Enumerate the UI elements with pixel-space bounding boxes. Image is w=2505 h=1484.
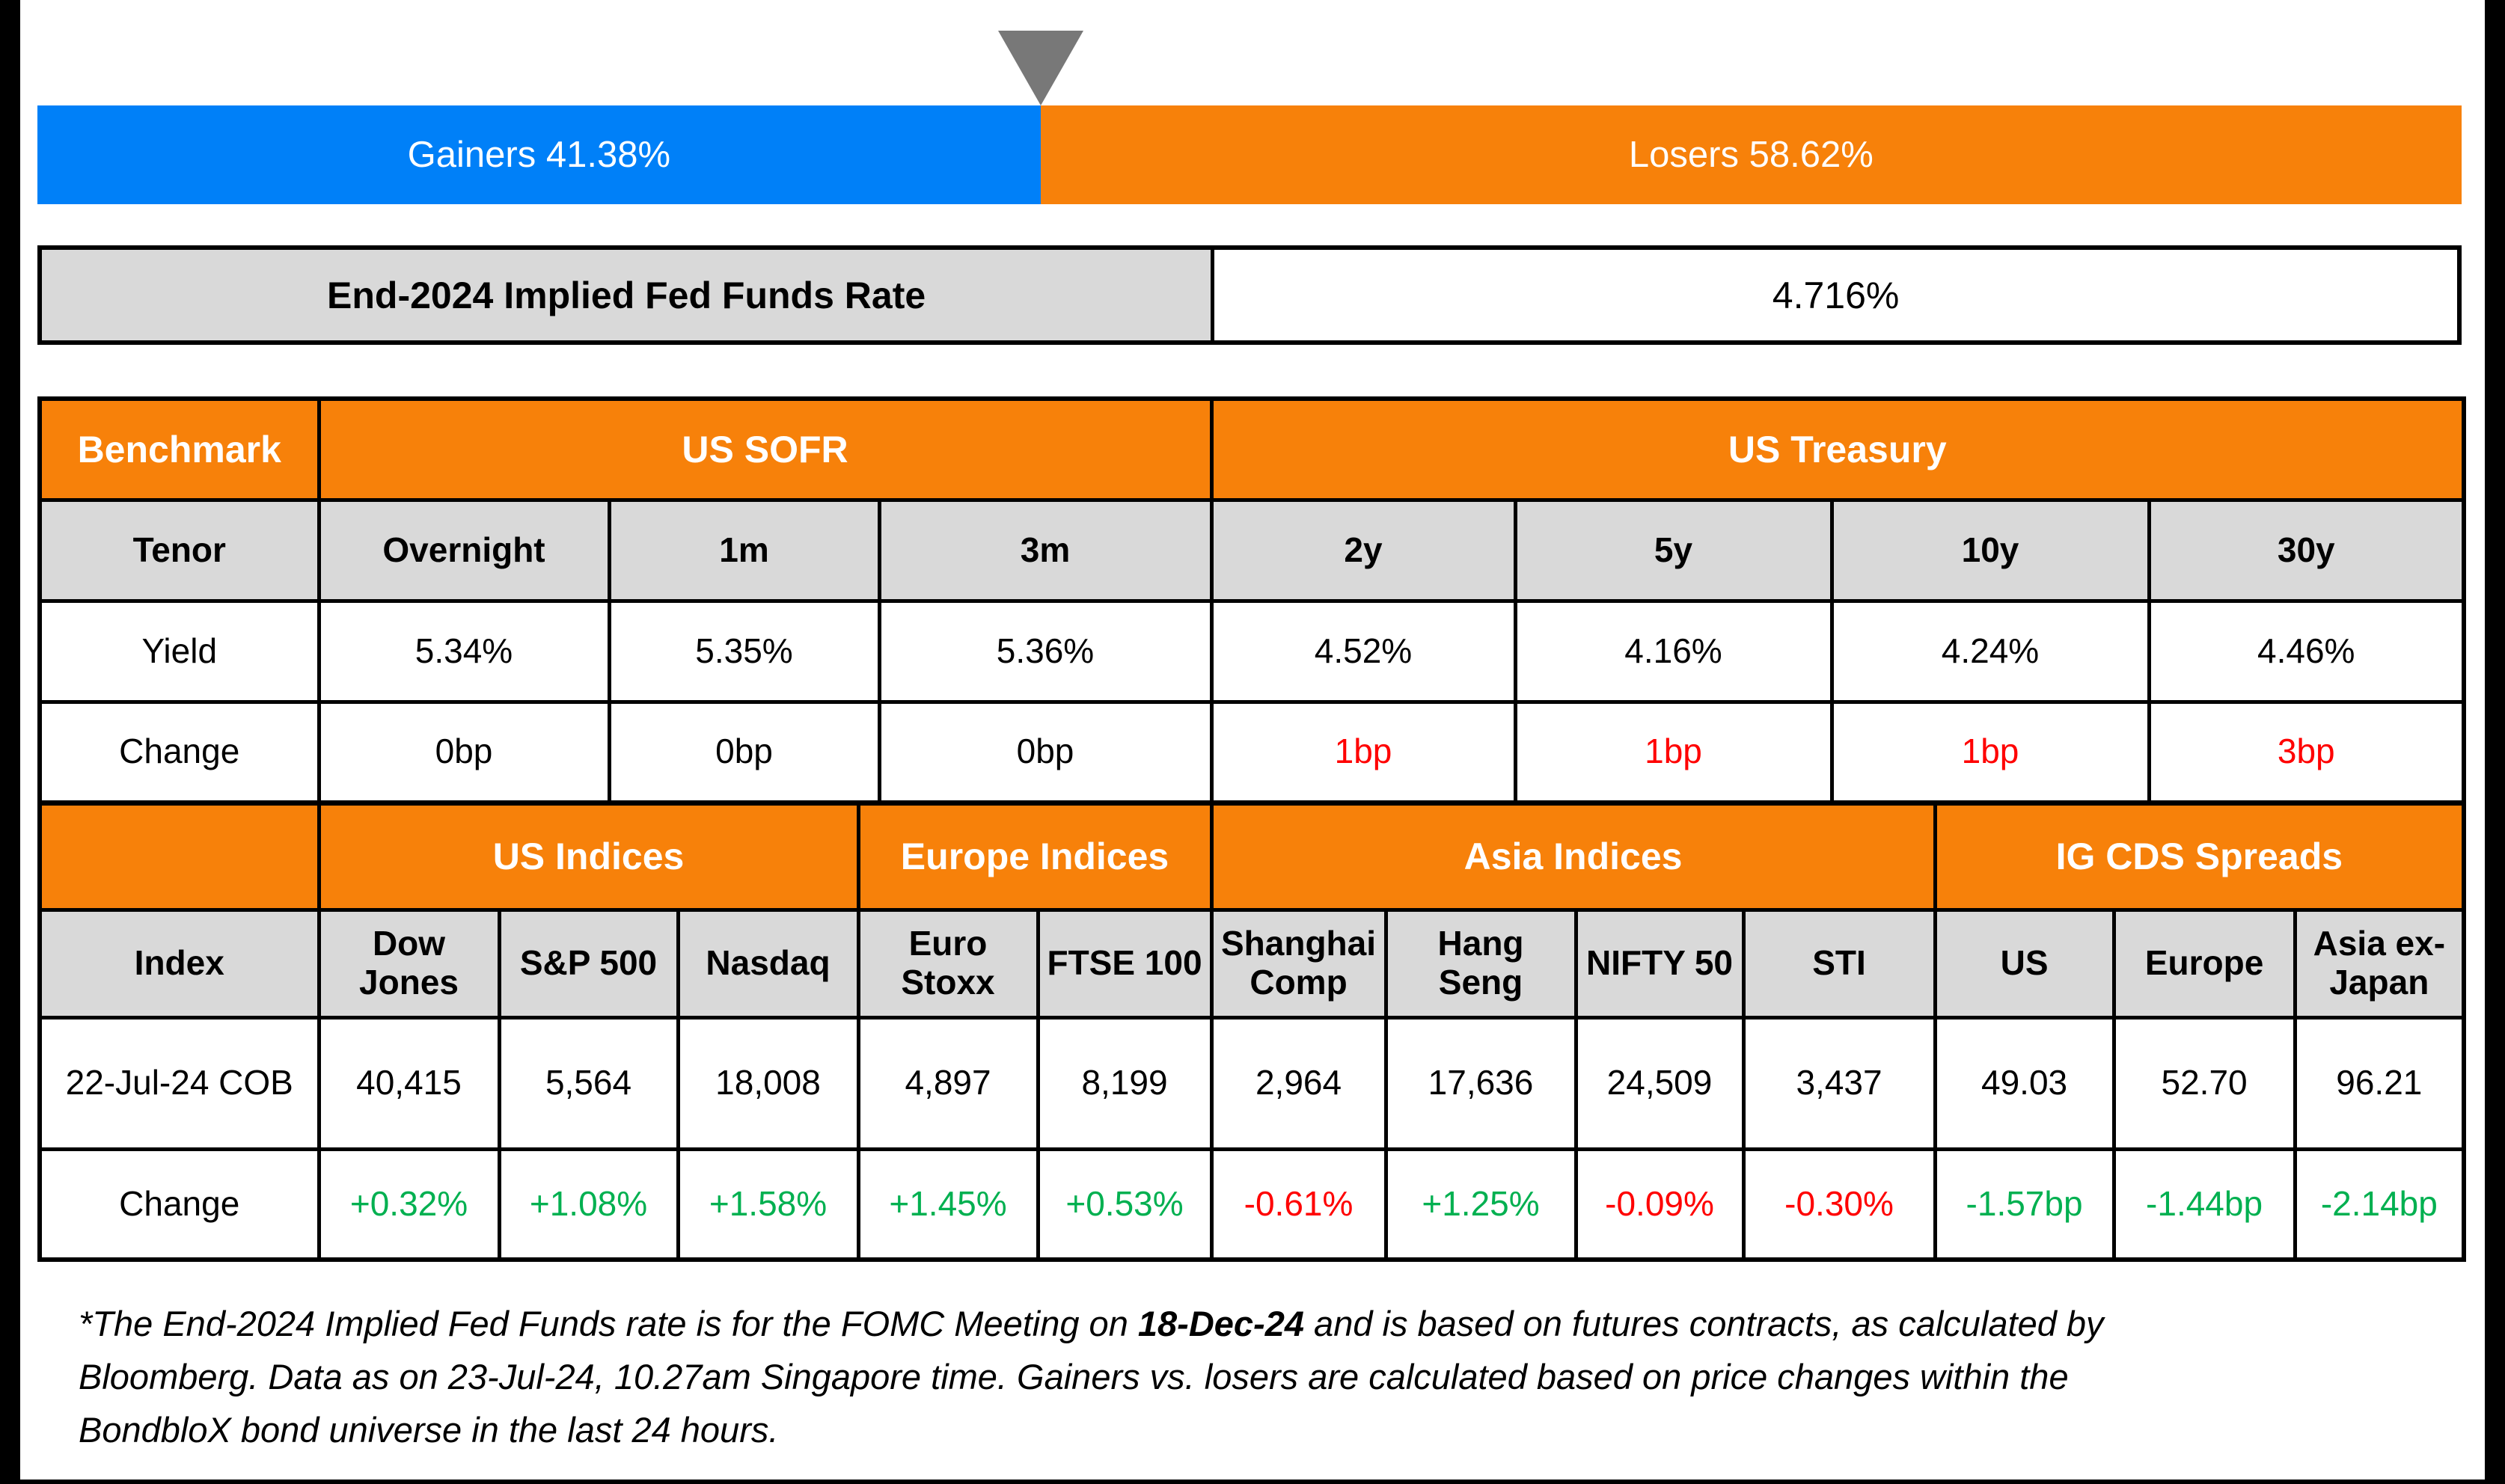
- gainers-segment: Gainers 41.38%: [37, 105, 1041, 204]
- cob-cds-us: 49.03: [1933, 1015, 2116, 1151]
- index-header-shanghai-comp: Shanghai Comp: [1209, 907, 1388, 1020]
- group-header-ig-cds-spreads: IG CDS Spreads: [1933, 801, 2466, 912]
- change-cds-us: -1.57bp: [1933, 1147, 2116, 1262]
- change-30y: 3bp: [2147, 699, 2466, 805]
- group-header-us-indices: US Indices: [316, 801, 860, 912]
- gainers-losers-bar: Gainers 41.38% Losers 58.62%: [37, 105, 2462, 204]
- fed-funds-label: End-2024 Implied Fed Funds Rate: [42, 250, 1215, 340]
- tenor-header-2y: 2y: [1209, 497, 1517, 603]
- change-hang-seng: +1.25%: [1383, 1147, 1578, 1262]
- change-3m: 0bp: [877, 699, 1214, 805]
- index-header-nifty50: NIFTY 50: [1573, 907, 1746, 1020]
- indices-table: US Indices Europe Indices Asia Indices I…: [37, 801, 2467, 1262]
- cob-row-label: 22-Jul-24 COB: [37, 1015, 321, 1151]
- cob-nifty50: 24,509: [1573, 1015, 1746, 1151]
- benchmark-table: Benchmark US SOFR US Treasury Tenor Over…: [37, 396, 2467, 805]
- losers-segment: Losers 58.62%: [1040, 105, 2462, 204]
- change-10y: 1bp: [1829, 699, 2151, 805]
- footnote-line-2: Bloomberg. Data as on 23-Jul-24, 10.27am…: [79, 1357, 2069, 1396]
- index-header-hang-seng: Hang Seng: [1383, 907, 1578, 1020]
- change-dow-jones: +0.32%: [316, 1147, 501, 1262]
- index-header-sti: STI: [1741, 907, 1937, 1020]
- tenor-row-label: Tenor: [37, 497, 321, 603]
- fed-funds-value: 4.716%: [1772, 274, 1900, 316]
- index-header-cds-asia-ex-japan: Asia ex-Japan: [2293, 907, 2466, 1020]
- cob-hang-seng: 17,636: [1383, 1015, 1578, 1151]
- fed-funds-box: End-2024 Implied Fed Funds Rate 4.716%: [37, 245, 2462, 345]
- change-nasdaq: +1.58%: [676, 1147, 860, 1262]
- cob-cds-asia-ex-japan: 96.21: [2293, 1015, 2466, 1151]
- change-cds-asia-ex-japan: -2.14bp: [2293, 1147, 2466, 1262]
- index-header-euro-stoxx: Euro Stoxx: [856, 907, 1040, 1020]
- page-bottom-border: [0, 1480, 2505, 1484]
- change-overnight: 0bp: [316, 699, 611, 805]
- cob-sti: 3,437: [1741, 1015, 1937, 1151]
- benchmark-change-row-label: Change: [37, 699, 321, 805]
- group-header-asia-indices: Asia Indices: [1209, 801, 1937, 912]
- group-header-us-sofr: US SOFR: [316, 396, 1214, 502]
- index-header-cds-us: US: [1933, 907, 2116, 1020]
- indices-change-row-label: Change: [37, 1147, 321, 1262]
- footnote-line1-pre: *The End-2024 Implied Fed Funds rate is …: [79, 1304, 1138, 1343]
- footnote-line-1: *The End-2024 Implied Fed Funds rate is …: [79, 1297, 2458, 1350]
- change-sti: -0.30%: [1741, 1147, 1937, 1262]
- cob-nasdaq: 18,008: [676, 1015, 860, 1151]
- group-header-europe-indices: Europe Indices: [856, 801, 1214, 912]
- losers-label: Losers 58.62%: [1628, 135, 1874, 175]
- change-sp500: +1.08%: [497, 1147, 680, 1262]
- index-header-nasdaq: Nasdaq: [676, 907, 860, 1020]
- yield-3m: 5.36%: [877, 598, 1214, 704]
- cob-shanghai-comp: 2,964: [1209, 1015, 1388, 1151]
- cob-cds-europe: 52.70: [2111, 1015, 2297, 1151]
- yield-30y: 4.46%: [2147, 598, 2466, 704]
- footnote-fomc-date: 18-Dec-24: [1137, 1304, 1304, 1343]
- page-left-border: [0, 0, 20, 1484]
- yield-2y: 4.52%: [1209, 598, 1517, 704]
- cob-euro-stoxx: 4,897: [856, 1015, 1040, 1151]
- tenor-header-overnight: Overnight: [316, 497, 611, 603]
- group-header-us-treasury: US Treasury: [1209, 396, 2466, 502]
- yield-overnight: 5.34%: [316, 598, 611, 704]
- tenor-header-3m: 3m: [877, 497, 1214, 603]
- tenor-header-30y: 30y: [2147, 497, 2466, 603]
- cob-sp500: 5,564: [497, 1015, 680, 1151]
- yield-5y: 4.16%: [1513, 598, 1834, 704]
- change-5y: 1bp: [1513, 699, 1834, 805]
- page-right-border: [2485, 0, 2505, 1484]
- change-cds-europe: -1.44bp: [2111, 1147, 2297, 1262]
- tenor-header-10y: 10y: [1829, 497, 2151, 603]
- change-nifty50: -0.09%: [1573, 1147, 1746, 1262]
- index-row-label: Index: [37, 907, 321, 1020]
- index-header-ftse100: FTSE 100: [1036, 907, 1214, 1020]
- change-shanghai-comp: -0.61%: [1209, 1147, 1388, 1262]
- index-header-sp500: S&P 500: [497, 907, 680, 1020]
- bar-pointer-track: [37, 31, 2462, 105]
- change-1m: 0bp: [607, 699, 881, 805]
- change-ftse100: +0.53%: [1036, 1147, 1214, 1262]
- yield-10y: 4.24%: [1829, 598, 2151, 704]
- change-2y: 1bp: [1209, 699, 1517, 805]
- change-euro-stoxx: +1.45%: [856, 1147, 1040, 1262]
- cob-ftse100: 8,199: [1036, 1015, 1214, 1151]
- index-header-cds-europe: Europe: [2111, 907, 2297, 1020]
- gainers-label: Gainers 41.38%: [407, 135, 671, 175]
- footnote: *The End-2024 Implied Fed Funds rate is …: [79, 1297, 2458, 1456]
- benchmark-corner-header: Benchmark: [37, 396, 321, 502]
- yield-1m: 5.35%: [607, 598, 881, 704]
- footnote-line1-post: and is based on futures contracts, as ca…: [1304, 1304, 2104, 1343]
- index-header-dow-jones: Dow Jones: [316, 907, 501, 1020]
- tenor-header-1m: 1m: [607, 497, 881, 603]
- footnote-line-3: BondbloX bond universe in the last 24 ho…: [79, 1410, 779, 1450]
- cob-dow-jones: 40,415: [316, 1015, 501, 1151]
- indices-corner-header: [37, 801, 321, 912]
- tenor-header-5y: 5y: [1513, 497, 1834, 603]
- bar-pointer-triangle-icon: [997, 31, 1083, 105]
- yield-row-label: Yield: [37, 598, 321, 704]
